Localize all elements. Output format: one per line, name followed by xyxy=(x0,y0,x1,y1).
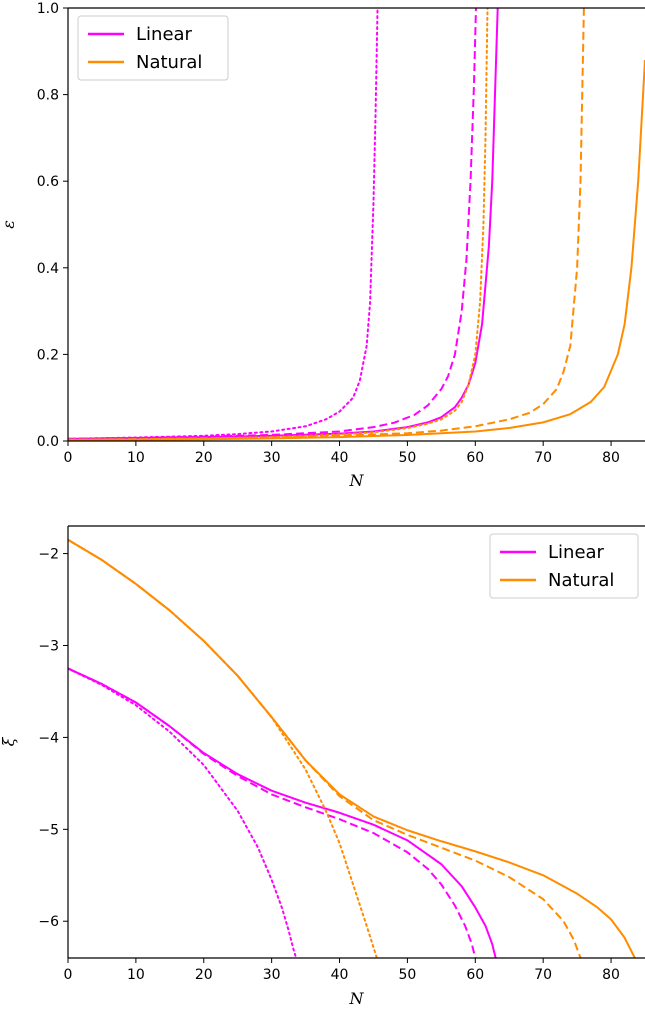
xi-x-tick-label: 40 xyxy=(331,967,349,983)
epsilon-y-tick-label: 1.0 xyxy=(37,1,59,17)
xi-y-tick-label: −4 xyxy=(38,730,59,746)
xi-x-axis-label: N xyxy=(349,989,365,1008)
epsilon-x-tick-label: 40 xyxy=(331,450,349,466)
epsilon-natural-dotted-line xyxy=(68,8,489,441)
xi-natural-dotted-line xyxy=(68,538,378,958)
xi-x-tick-label: 60 xyxy=(466,967,484,983)
epsilon-linear-dotted-line xyxy=(68,8,379,440)
epsilon-x-tick-label: 80 xyxy=(602,450,620,466)
epsilon-x-tick-label: 0 xyxy=(64,450,73,466)
epsilon-legend: Linear Natural xyxy=(77,15,229,81)
xi-x-tick-label: 30 xyxy=(263,967,281,983)
xi-legend-label-linear: Linear xyxy=(548,542,605,563)
xi-y-tick-label: −5 xyxy=(38,822,59,838)
xi-legend-label-natural: Natural xyxy=(548,570,614,591)
epsilon-y-axis-label: ε xyxy=(0,220,18,229)
xi-natural-dashed-line xyxy=(68,538,582,958)
xi-legend-box xyxy=(489,533,639,599)
xi-panel: 0 10 20 30 40 50 60 70 80 −6 −5 −4 −3 −2 Nξ Linear Natu… xyxy=(0,525,645,1008)
xi-y-axis-label: ξ xyxy=(0,736,18,746)
epsilon-y-tick-label: 0.8 xyxy=(37,88,59,104)
xi-y-tick-label: −3 xyxy=(38,638,59,654)
epsilon-x-tick-label: 10 xyxy=(127,450,145,466)
xi-y-tick-label: −6 xyxy=(38,914,59,930)
epsilon-y-tick-label: 0.0 xyxy=(37,434,59,450)
epsilon-y-tick-label: 0.6 xyxy=(37,174,59,190)
epsilon-linear-dashed-line xyxy=(68,8,477,440)
epsilon-legend-label-natural: Natural xyxy=(136,52,202,73)
xi-legend: Linear Natural xyxy=(489,533,639,599)
xi-series-layer xyxy=(68,538,636,958)
epsilon-x-tick-label: 50 xyxy=(398,450,416,466)
xi-axes: 0 10 20 30 40 50 60 70 80 −6 −5 −4 −3 −2 Nξ xyxy=(0,525,645,1008)
xi-x-tick-label: 80 xyxy=(602,967,620,983)
xi-x-tick-label: 50 xyxy=(398,967,416,983)
epsilon-y-tick-label: 0.4 xyxy=(37,261,59,277)
epsilon-panel: 0 10 20 30 40 50 60 70 80 0.0 0.2 0.4 0.6 0.8 1.0 Nε Li… xyxy=(0,1,645,490)
xi-linear-dashed-line xyxy=(68,667,477,958)
epsilon-legend-box xyxy=(77,15,229,81)
epsilon-x-tick-label: 70 xyxy=(534,450,552,466)
xi-y-tick-label: −2 xyxy=(38,547,59,563)
xi-x-tick-label: 70 xyxy=(534,967,552,983)
epsilon-series-layer xyxy=(68,8,645,441)
xi-x-tick-label: 20 xyxy=(195,967,213,983)
epsilon-x-tick-label: 60 xyxy=(466,450,484,466)
xi-x-tick-label: 10 xyxy=(127,967,145,983)
epsilon-axes: 0 10 20 30 40 50 60 70 80 0.0 0.2 0.4 0.6 0.8 1.0 Nε xyxy=(0,1,645,490)
epsilon-y-tick-label: 0.2 xyxy=(37,347,59,363)
epsilon-x-tick-label: 20 xyxy=(195,450,213,466)
epsilon-x-tick-label: 30 xyxy=(263,450,281,466)
xi-x-tick-label: 0 xyxy=(64,967,73,983)
xi-linear-dotted-line xyxy=(68,667,298,958)
epsilon-legend-label-linear: Linear xyxy=(136,24,193,45)
epsilon-x-axis-label: N xyxy=(349,471,365,490)
